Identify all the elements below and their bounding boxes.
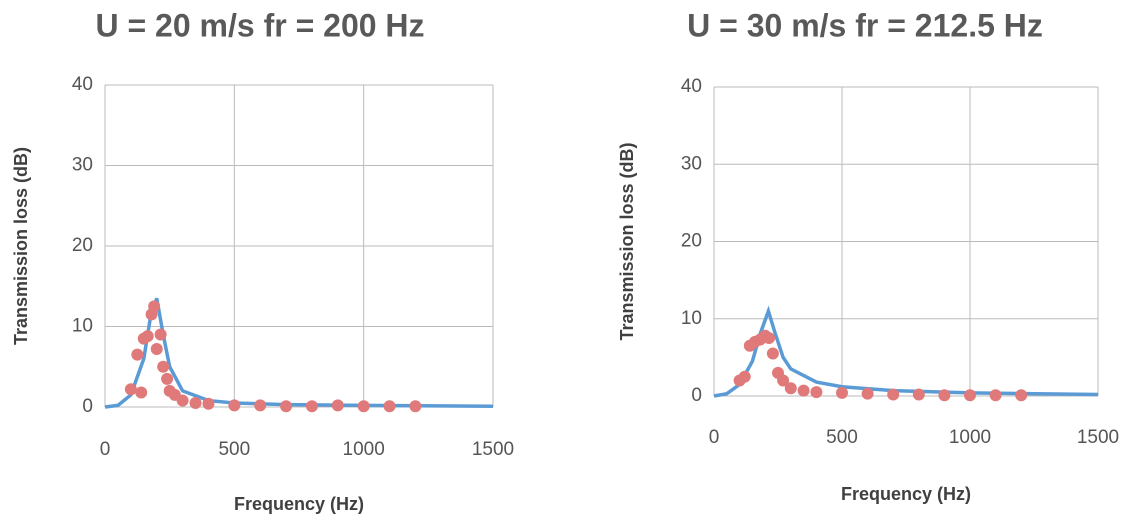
data-point <box>913 388 925 400</box>
y-tick-label: 10 <box>72 316 93 337</box>
data-point <box>887 388 899 400</box>
data-point <box>135 387 147 399</box>
data-point <box>1015 389 1027 401</box>
y-tick-label: 20 <box>72 235 93 256</box>
data-point <box>306 400 318 412</box>
data-point <box>125 383 137 395</box>
data-point <box>131 349 143 361</box>
x-tick-label: 0 <box>100 439 111 460</box>
data-point <box>332 399 344 411</box>
data-point <box>798 385 810 397</box>
line-series <box>105 298 493 407</box>
y-axis-label: Transmission loss (dB) <box>617 142 637 340</box>
page: {"chart_data": [ {"type": "line", "title… <box>0 0 1132 523</box>
data-point <box>990 389 1002 401</box>
x-tick-label: 500 <box>218 439 250 460</box>
data-point <box>785 382 797 394</box>
y-tick-label: 30 <box>72 155 93 176</box>
data-point <box>938 389 950 401</box>
data-point <box>810 386 822 398</box>
data-point <box>228 399 240 411</box>
x-axis-label: Frequency (Hz) <box>841 484 971 504</box>
x-tick-label: 1000 <box>343 439 385 460</box>
x-axis-label: Frequency (Hz) <box>234 494 364 514</box>
y-tick-label: 0 <box>82 396 93 417</box>
chart-title: U = 30 m/s fr = 212.5 Hz <box>687 7 1043 43</box>
data-point <box>739 371 751 383</box>
data-point <box>157 361 169 373</box>
x-tick-label: 1500 <box>1077 427 1119 448</box>
y-tick-label: 30 <box>681 153 702 174</box>
data-point <box>151 343 163 355</box>
data-point <box>409 400 421 412</box>
data-point <box>177 395 189 407</box>
data-point <box>155 329 167 341</box>
chart-title: U = 20 m/s fr = 200 Hz <box>95 7 424 43</box>
data-point <box>161 373 173 385</box>
data-point <box>358 400 370 412</box>
data-point <box>763 332 775 344</box>
data-point <box>862 388 874 400</box>
x-tick-label: 0 <box>709 427 720 448</box>
data-point <box>254 399 266 411</box>
data-point <box>384 400 396 412</box>
x-tick-label: 1500 <box>472 439 514 460</box>
y-tick-label: 20 <box>681 231 702 252</box>
chart-area: U = 20 m/s fr = 200 Hz010203040050010001… <box>0 0 1132 523</box>
y-tick-label: 40 <box>72 74 93 95</box>
data-point <box>142 330 154 342</box>
data-point <box>190 397 202 409</box>
y-tick-label: 40 <box>681 76 702 97</box>
x-tick-label: 500 <box>826 427 858 448</box>
x-tick-label: 1000 <box>949 427 991 448</box>
y-axis-label: Transmission loss (dB) <box>11 147 31 345</box>
data-point <box>964 389 976 401</box>
data-point <box>280 400 292 412</box>
data-point <box>202 398 214 410</box>
data-point <box>767 348 779 360</box>
data-point <box>148 300 160 312</box>
y-tick-label: 10 <box>681 308 702 329</box>
y-tick-label: 0 <box>691 385 702 406</box>
data-point <box>836 387 848 399</box>
